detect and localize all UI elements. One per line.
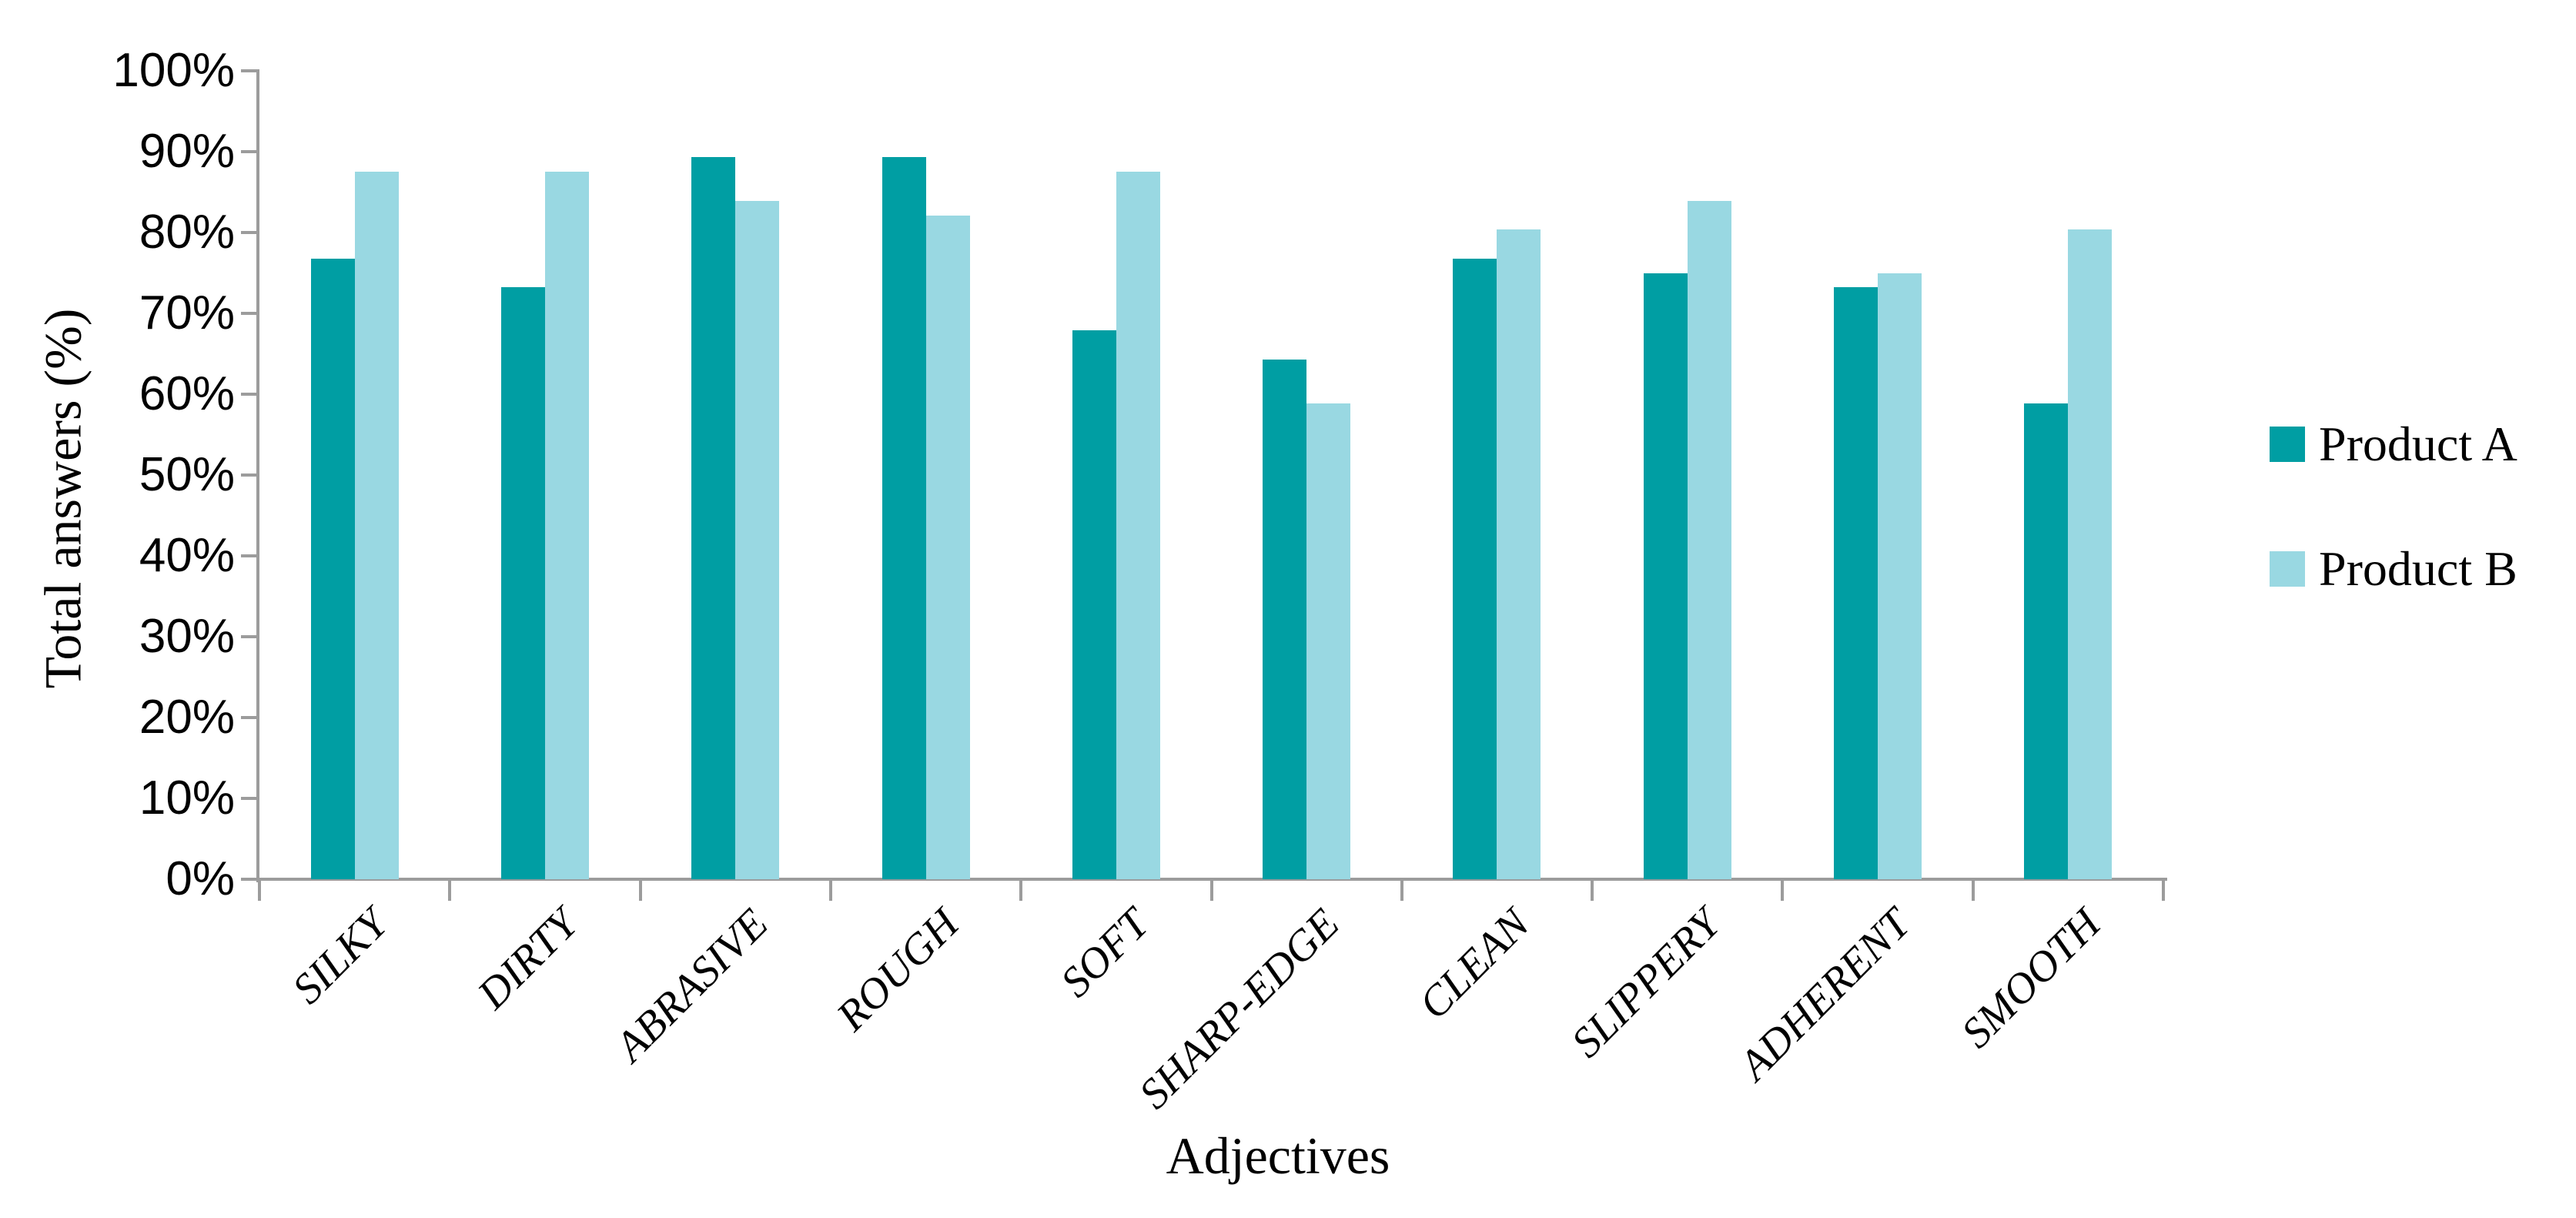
bar-abrasive-product-a [691, 157, 736, 879]
x-tick-mark [1400, 881, 1403, 901]
bar-smooth-product-a [2024, 403, 2069, 879]
bar-silky-product-a [310, 258, 355, 879]
y-tick-label: 10% [139, 771, 235, 825]
x-tick-mark [1591, 881, 1594, 901]
x-tick-mark [1971, 881, 1975, 901]
y-tick-label: 0% [166, 852, 235, 905]
bar-adherent-product-b [1878, 273, 1922, 879]
y-tick-label: 50% [139, 448, 235, 501]
bar-smooth-product-b [2068, 229, 2113, 879]
y-tick-label: 20% [139, 691, 235, 744]
x-tick-mark [638, 881, 642, 901]
y-tick-label: 70% [139, 286, 235, 340]
x-tick-mark [258, 881, 261, 901]
y-tick-mark [241, 716, 258, 719]
bar-clean-product-a [1453, 258, 1497, 879]
bar-soft-product-b [1116, 172, 1160, 879]
x-tick-mark [2162, 881, 2165, 901]
product-a-swatch-icon [2270, 427, 2305, 462]
x-tick-mark [1209, 881, 1213, 901]
product-b-swatch-icon [2270, 551, 2305, 587]
x-axis-line [241, 878, 2167, 881]
bar-dirty-product-b [544, 172, 589, 879]
legend-entry-product-b: Product B [2270, 540, 2517, 597]
legend-label-product-a: Product A [2319, 417, 2517, 471]
y-tick-label: 80% [139, 206, 235, 259]
y-tick-label: 60% [139, 367, 235, 420]
y-tick-mark [241, 878, 258, 881]
y-tick-mark [241, 231, 258, 234]
bar-adherent-product-a [1834, 287, 1878, 879]
x-tick-mark [1019, 881, 1023, 901]
y-axis-line [256, 69, 259, 882]
bar-sharp-edge-product-a [1263, 359, 1307, 879]
x-tick-mark [828, 881, 832, 901]
bar-slippery-product-a [1643, 273, 1688, 879]
y-tick-mark [241, 473, 258, 477]
legend-entry-product-a: Product A [2270, 416, 2517, 473]
y-tick-mark [241, 150, 258, 153]
y-tick-mark [241, 554, 258, 557]
y-tick-label: 90% [139, 125, 235, 178]
y-tick-label: 40% [139, 529, 235, 582]
bar-clean-product-b [1497, 229, 1541, 879]
y-tick-mark [241, 635, 258, 638]
x-tick-mark [1781, 881, 1785, 901]
legend: Product A Product B [2270, 416, 2517, 597]
y-tick-mark [241, 69, 258, 72]
bar-soft-product-a [1072, 330, 1116, 879]
y-tick-label: 30% [139, 610, 235, 663]
bar-sharp-edge-product-b [1306, 403, 1351, 879]
plot-area [259, 71, 2163, 879]
bar-rough-product-a [882, 157, 926, 879]
bar-rough-product-b [925, 215, 970, 879]
bar-slippery-product-b [1687, 201, 1731, 879]
bar-abrasive-product-b [735, 201, 780, 879]
x-axis-title: Adjectives [1166, 1126, 1390, 1185]
y-tick-mark [241, 393, 258, 396]
legend-label-product-b: Product B [2319, 541, 2517, 596]
y-tick-mark [241, 312, 258, 315]
y-tick-label: 100% [112, 44, 235, 97]
y-tick-mark [241, 797, 258, 800]
bar-dirty-product-a [500, 287, 545, 879]
bar-silky-product-b [354, 172, 399, 879]
x-tick-mark [448, 881, 452, 901]
